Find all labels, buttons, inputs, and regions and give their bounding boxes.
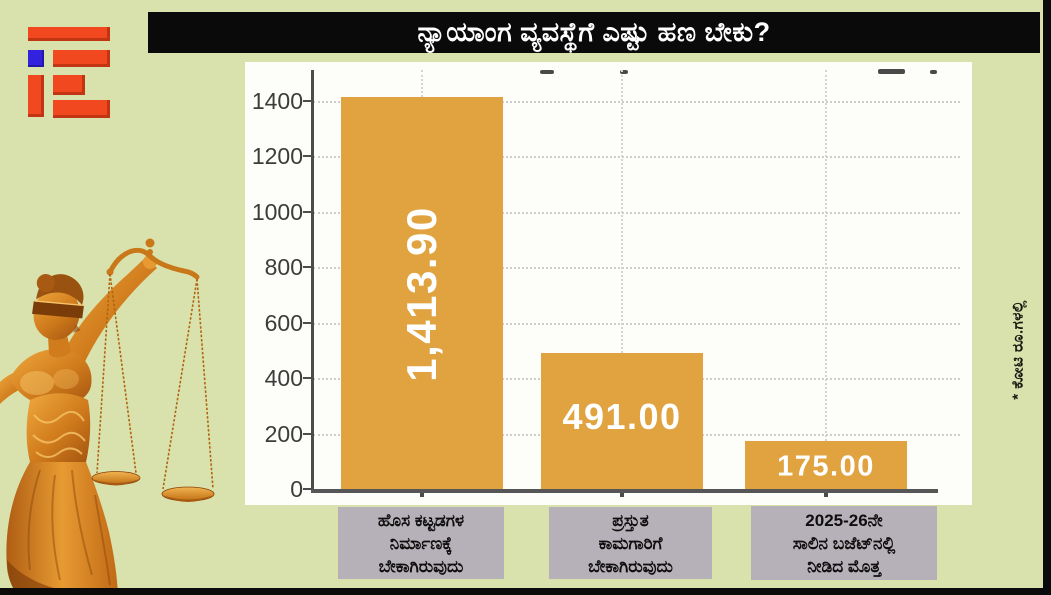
unit-note: * ಕೋಟಿ ರೂ.ಗಳಲ್ಲಿ — [1009, 300, 1027, 400]
cropped-chart-title-fragment — [540, 70, 554, 74]
logo-bar-second — [53, 50, 110, 67]
gridline-vertical — [621, 70, 623, 489]
bar-value-label: 1,413.90 — [398, 206, 445, 382]
y-axis-tick — [303, 100, 311, 102]
y-axis-tick — [303, 321, 311, 324]
scale-pan-right — [161, 486, 215, 502]
y-axis-tick — [303, 377, 311, 380]
y-axis-tick — [303, 155, 311, 158]
y-axis-tick — [303, 210, 311, 213]
y-axis-tick-label: 600 — [264, 309, 303, 336]
gridline-horizontal — [313, 156, 960, 159]
page-title: ನ್ಯಾಯಾಂಗ ವ್ಯವಸ್ಥೆಗೆ ಎಷ್ಟು ಹಣ ಬೇಕು? — [417, 16, 771, 47]
cropped-chart-title-fragment — [878, 69, 905, 74]
y-axis-tick-label: 800 — [264, 254, 303, 281]
logo-bar-third — [53, 75, 85, 95]
gridline-horizontal — [313, 101, 960, 103]
statue-hair-bun — [36, 274, 55, 293]
category-label-line: ಬೇಕಾಗಿರುವುದು — [378, 556, 464, 576]
statue-figure — [0, 255, 157, 595]
scale-pan-left — [91, 471, 141, 485]
y-axis-tick-label: 200 — [264, 420, 303, 447]
category-label-line: ನಿರ್ಮಾಣಕ್ಕೆ — [389, 533, 453, 553]
bar-value-label: 175.00 — [777, 450, 875, 483]
logo-bar-bottom — [53, 100, 110, 118]
statue-head — [32, 274, 85, 340]
y-axis-tick — [303, 432, 311, 435]
gridline-horizontal — [313, 211, 960, 214]
bar — [341, 97, 503, 489]
category-label-line: 2025-26ನೇ — [805, 510, 883, 530]
logo-blue-square — [28, 50, 44, 67]
bar-chart: 0 200 400 600 800 1000 1200 1400 1,413.90 491.00 1… — [245, 62, 972, 505]
y-axis-tick — [303, 488, 311, 490]
bar — [745, 440, 907, 489]
category-label-box: ಪ್ರಸ್ತುತ ಕಾಮಗಾರಿಗೆ ಬೇಕಾಗಿರುವುದು — [549, 507, 712, 579]
brand-logo — [0, 0, 130, 140]
logo-bar-top — [28, 27, 110, 41]
x-axis-line — [311, 489, 938, 493]
x-axis-tick — [620, 489, 624, 497]
x-axis-tick — [420, 489, 424, 497]
y-axis-tick-label: 1200 — [251, 143, 303, 170]
gridline-horizontal — [313, 322, 960, 325]
y-axis-tick-label: 0 — [290, 476, 303, 502]
category-label-box: ಹೊಸ ಕಟ್ಟಡಗಳ ನಿರ್ಮಾಣಕ್ಕೆ ಬೇಕಾಗಿರುವುದು — [338, 507, 504, 579]
x-axis-tick — [824, 489, 828, 497]
y-axis-tick — [303, 266, 311, 269]
scales-of-justice-icon — [91, 238, 215, 502]
bar-value-label: 491.00 — [562, 396, 682, 437]
bar — [541, 352, 703, 489]
gridline-vertical — [825, 70, 827, 489]
logo-bar-vertical — [28, 75, 44, 117]
category-label-box: 2025-26ನೇ ಸಾಲಿನ ಬಜೆಟ್‌ನಲ್ಲಿ ನೀಡಿದ ಮೊತ್ತ — [751, 506, 937, 580]
category-label-line: ಕಾಮಗಾರಿಗೆ — [598, 533, 663, 553]
headline-bar: ನ್ಯಾಯಾಂಗ ವ್ಯವಸ್ಥೆಗೆ ಎಷ್ಟು ಹಣ ಬೇಕು? — [148, 12, 1040, 53]
right-edge-bar — [1043, 0, 1051, 595]
gridline-horizontal — [313, 267, 960, 270]
statue-blindfold — [32, 300, 84, 319]
y-axis-line — [311, 70, 314, 493]
category-label-line: ಹೊಸ ಕಟ್ಟಡಗಳ — [377, 510, 465, 530]
bottom-edge-bar — [0, 588, 1051, 595]
cropped-chart-title-fragment — [930, 70, 937, 74]
y-axis-tick-label: 400 — [264, 365, 303, 392]
category-label-line: ನೀಡಿದ ಮೊತ್ತ — [807, 556, 881, 576]
cropped-chart-title-fragment — [620, 70, 628, 74]
category-label-line: ಪ್ರಸ್ತುತ — [612, 510, 649, 530]
y-axis-tick-label: 1000 — [251, 198, 303, 225]
category-label-line: ಬೇಕಾಗಿರುವುದು — [588, 556, 673, 576]
lady-justice-statue-image — [0, 238, 215, 595]
category-label-line: ಸಾಲಿನ ಬಜೆಟ್‌ನಲ್ಲಿ — [792, 533, 896, 553]
y-axis-tick-label: 1400 — [251, 88, 303, 114]
scale-chains — [96, 273, 214, 490]
